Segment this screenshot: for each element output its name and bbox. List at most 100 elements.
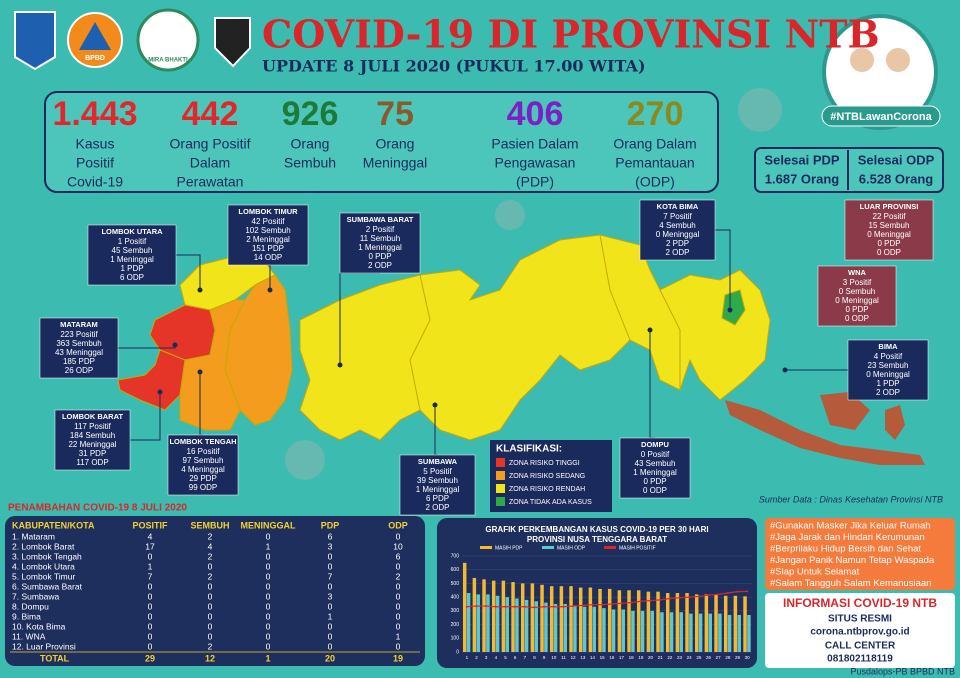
table-cell: 8. Dompu [12, 601, 49, 611]
x-tick-label: 15 [600, 655, 606, 660]
bar [646, 591, 651, 652]
logo-polda [214, 17, 251, 68]
y-tick-label: 200 [451, 622, 460, 628]
title: COVID-19 DI PROVINSI NTB [262, 12, 880, 57]
line-point [514, 605, 517, 608]
stat-label: Perawatan [177, 174, 244, 190]
table-cell: 0 [396, 621, 401, 631]
legend-label: ZONA RISIKO RENDAH [509, 486, 585, 493]
bar [621, 609, 625, 652]
completed-value: 6.528 Orang [859, 171, 933, 186]
bar [602, 608, 606, 652]
table-cell: 0 [266, 601, 271, 611]
region-box [167, 434, 239, 496]
stat-value: 926 [282, 95, 339, 133]
table-cell: 4 [208, 541, 213, 551]
region-line: 2 Positif [366, 225, 395, 234]
region-line: 1 Meninggal [416, 485, 460, 494]
bar [472, 577, 477, 652]
map-point [197, 369, 203, 375]
region-line: 11 Sembuh [360, 234, 400, 243]
bar [733, 595, 738, 652]
region-name: DOMPU [641, 440, 669, 449]
x-tick-label: 16 [609, 655, 615, 660]
info-title: INFORMASI COVID-19 NTB [783, 596, 937, 610]
legend-label: MASIH ODP [557, 545, 586, 551]
stat-label: (PDP) [516, 174, 554, 190]
map-point [782, 367, 788, 373]
table-cell: 1 [266, 541, 271, 551]
completed-label: Selesai PDP [764, 152, 839, 167]
photo-face [886, 48, 910, 72]
table-header: KABUPATEN/KOTA [12, 520, 95, 530]
table-cell: 0 [208, 591, 213, 601]
region-name: KOTA BIMA [657, 202, 699, 211]
info-phone: 081802118119 [827, 654, 893, 665]
x-tick-label: 27 [716, 655, 722, 660]
region-line: 0 Sembuh [839, 287, 875, 296]
table-cell: 6 [328, 531, 333, 541]
bar [679, 612, 683, 652]
bar [669, 612, 674, 652]
stat-value: 1.443 [52, 95, 137, 133]
table-cell: 3 [328, 541, 333, 551]
table-cell: 10. Kota Bima [12, 621, 66, 631]
stat-label: Pengawasan [495, 155, 576, 171]
table-cell: 4. Lombok Utara [12, 561, 75, 571]
region-line: 26 ODP [65, 366, 93, 375]
x-tick-label: 6 [514, 655, 517, 660]
table-cell: 0 [148, 621, 153, 631]
x-tick-label: 20 [648, 655, 654, 660]
logo-label: BPBD [85, 55, 105, 62]
region-name: LOMBOK BARAT [62, 412, 124, 421]
table-cell: 1 [328, 611, 333, 621]
bar [727, 614, 732, 652]
bar [482, 579, 486, 652]
bar [617, 590, 622, 652]
y-tick-label: 500 [451, 581, 460, 587]
leaders-photo [822, 14, 938, 130]
region-line: 117 ODP [76, 458, 108, 467]
bar [476, 594, 480, 652]
line-point [543, 605, 546, 608]
table-cell: 0 [396, 591, 401, 601]
table-cell: 2 [396, 571, 401, 581]
completed-value: 1.687 Orang [765, 171, 839, 186]
region-line: 0 Meninggal [867, 230, 911, 239]
region-line: 0 PDP [643, 477, 666, 486]
bar [515, 598, 519, 652]
table-cell: 0 [328, 641, 333, 651]
stat-value: 75 [376, 95, 414, 133]
stat-label: Dalam [190, 155, 230, 171]
line-point [504, 605, 507, 608]
table-cell: 9. Bima [12, 611, 41, 621]
table-cell: 1 [396, 631, 401, 641]
stat-label: Orang Dalam [613, 136, 696, 152]
chart-title: GRAFIK PERKEMBANGAN KASUS COVID-19 PER 3… [485, 525, 708, 534]
region-line: 5 Positif [423, 467, 452, 476]
region-box [227, 204, 309, 266]
info-panel [765, 593, 955, 668]
bar [611, 609, 616, 652]
region-kota-bima [721, 289, 746, 326]
bar [544, 602, 548, 652]
region-box [399, 454, 476, 516]
table-cell: 2 [208, 531, 213, 541]
bar [660, 612, 664, 652]
stat-label: Orang [376, 136, 415, 152]
x-tick-label: 3 [485, 655, 488, 660]
table-total: 20 [325, 653, 335, 663]
legend-swatch [496, 458, 505, 467]
legend-swatch [480, 546, 492, 549]
line-point [610, 603, 613, 605]
bar [559, 586, 564, 652]
bar [636, 590, 641, 652]
region-line: 0 Meninggal [656, 230, 700, 239]
info-site[interactable]: corona.ntbprov.go.id [810, 627, 909, 638]
region-line: 14 ODP [254, 253, 282, 262]
bar [675, 593, 680, 652]
table-title: PENAMBAHAN COVID-19 8 JULI 2020 [8, 503, 187, 514]
table-header: PDP [321, 520, 340, 530]
region-line: 99 ODP [189, 483, 217, 492]
bar [694, 594, 699, 652]
